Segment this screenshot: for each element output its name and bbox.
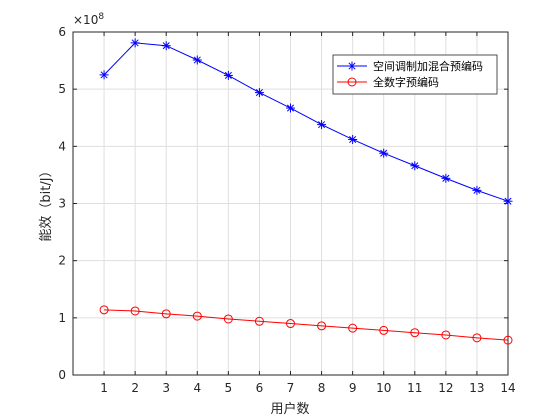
data-point xyxy=(161,41,171,51)
y-tick-label: 4 xyxy=(58,139,66,153)
x-tick-label: 3 xyxy=(162,381,170,395)
data-point xyxy=(130,306,140,316)
legend-label-series-2: 全数字预编码 xyxy=(373,75,439,89)
legend: 空间调制加混合预编码 全数字预编码 xyxy=(332,54,498,95)
data-point xyxy=(192,55,202,65)
data-point xyxy=(347,77,357,87)
data-point xyxy=(161,309,171,319)
data-point xyxy=(130,38,140,48)
y-axis-label: 能效（bit/J） xyxy=(39,164,54,241)
axis-ticks xyxy=(73,31,509,376)
data-point xyxy=(472,333,482,343)
legend-marker-series-2 xyxy=(347,77,357,87)
data-point xyxy=(379,148,389,158)
data-point xyxy=(348,134,358,144)
series-layer xyxy=(99,38,513,345)
x-tick-label: 8 xyxy=(318,381,326,395)
y-exponent-base: ×10 xyxy=(73,13,98,27)
x-tick-label: 7 xyxy=(287,381,295,395)
y-tick-label: 1 xyxy=(58,311,66,325)
legend-box xyxy=(332,54,498,95)
data-point xyxy=(254,316,264,326)
series-1 xyxy=(99,38,513,206)
data-point xyxy=(317,321,327,331)
data-point xyxy=(192,311,202,321)
data-point xyxy=(503,196,513,206)
data-point xyxy=(441,330,451,340)
data-point xyxy=(441,173,451,183)
y-tick-label: 3 xyxy=(58,197,66,211)
x-tick-label: 13 xyxy=(469,381,484,395)
data-point xyxy=(286,103,295,113)
x-tick-label: 1 xyxy=(100,381,108,395)
data-point xyxy=(379,325,389,335)
data-point xyxy=(223,314,233,324)
data-point xyxy=(410,328,420,338)
data-point xyxy=(99,70,109,80)
legend-label-series-1: 空间调制加混合预编码 xyxy=(373,59,483,73)
series-line xyxy=(103,42,509,202)
x-tick-labels: 1 2 3 4 5 6 7 8 9 10 11 12 13 14 xyxy=(100,381,515,395)
y-tick-label: 6 xyxy=(58,25,66,39)
y-tick-label: 2 xyxy=(58,254,66,268)
y-tick-labels: 0 1 2 3 4 5 6 xyxy=(58,25,66,382)
data-point xyxy=(223,70,233,80)
data-point xyxy=(99,305,109,315)
y-tick-label: 5 xyxy=(58,82,66,96)
data-point xyxy=(503,335,513,345)
x-tick-label: 12 xyxy=(438,381,453,395)
x-tick-label: 14 xyxy=(500,381,515,395)
data-point xyxy=(317,120,327,130)
x-tick-label: 11 xyxy=(407,381,422,395)
x-tick-label: 4 xyxy=(193,381,201,395)
y-tick-label: 0 xyxy=(58,368,66,382)
data-point xyxy=(347,61,357,71)
x-tick-label: 9 xyxy=(349,381,357,395)
data-point xyxy=(286,319,295,329)
series-2 xyxy=(99,305,513,345)
data-point xyxy=(410,161,420,171)
x-tick-label: 6 xyxy=(256,381,264,395)
data-point xyxy=(472,185,482,195)
data-point xyxy=(348,323,358,333)
y-exponent-power: 8 xyxy=(98,12,104,22)
x-tick-label: 5 xyxy=(225,381,233,395)
x-tick-label: 10 xyxy=(376,381,391,395)
legend-marker-series-1 xyxy=(347,61,357,71)
data-point xyxy=(254,88,264,98)
x-axis-label: 用户数 xyxy=(270,401,309,417)
y-exponent: ×108 xyxy=(73,12,104,27)
series-line xyxy=(104,309,509,341)
x-tick-label: 2 xyxy=(131,381,139,395)
